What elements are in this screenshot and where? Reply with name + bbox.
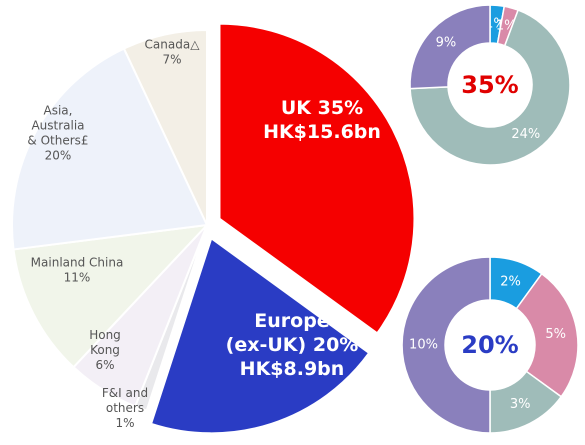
slice-label: HK$15.6bn — [263, 121, 381, 143]
segment-label: 10% — [409, 338, 438, 353]
label-part: 6% — [95, 358, 114, 372]
slice-label: 20% — [45, 148, 72, 162]
slice-label: Europe — [254, 310, 329, 332]
slice-label: Asia, — [44, 103, 73, 117]
slice-label: Australia — [31, 118, 84, 132]
label-part: 20% — [313, 334, 358, 356]
label-part: Europe — [254, 310, 329, 332]
slice-label: HK$8.9bn — [240, 358, 345, 380]
donut-center-label: 20% — [461, 331, 518, 359]
donut-segment — [401, 256, 491, 434]
slice-label: & Others£ — [27, 133, 88, 147]
segment-label: 9% — [436, 35, 457, 50]
donut-segment — [409, 4, 491, 90]
label-part: 20% — [45, 148, 72, 162]
label-part: Kong — [90, 343, 120, 357]
pie-slice — [11, 47, 209, 251]
slice-label: 1% — [115, 416, 134, 430]
label-part: others — [106, 401, 144, 415]
donut-segment — [409, 9, 571, 166]
slice-label: F&I and — [102, 386, 148, 400]
segment-label: 3% — [510, 397, 531, 412]
label-part: Australia — [31, 118, 84, 132]
label-part: UK — [281, 97, 312, 119]
label-part: (ex-UK) — [226, 334, 307, 356]
pie-slice — [12, 223, 210, 369]
segment-label: 24% — [511, 127, 540, 142]
label-part: 35% — [318, 97, 363, 119]
slice-label: Mainland China — [31, 255, 124, 269]
label-part: 1% — [115, 416, 134, 430]
slice-label: others — [106, 401, 144, 415]
segment-label: 5% — [545, 327, 566, 342]
slice-label: 11% — [64, 270, 91, 284]
pie-slice — [122, 28, 208, 226]
donut-segment — [515, 272, 579, 398]
slice-label: UK 35% — [281, 97, 363, 119]
label-part: F&I and — [102, 386, 148, 400]
pie-slice — [218, 22, 416, 335]
label-part: HK$8.9bn — [240, 358, 345, 380]
label-part: HK$15.6bn — [263, 121, 381, 143]
slice-label: Kong — [90, 343, 120, 357]
slice-label: 6% — [95, 358, 114, 372]
donut-center-label: 35% — [461, 71, 518, 99]
slice-label: Canada△ — [145, 37, 201, 51]
label-part: Mainland China — [31, 255, 124, 269]
segment-label: 2% — [500, 274, 521, 289]
slice-label: Hong — [89, 328, 121, 342]
label-part: & Others£ — [27, 133, 88, 147]
pie-slice — [149, 236, 371, 435]
label-part: Hong — [89, 328, 121, 342]
label-part: 7% — [162, 52, 181, 66]
slice-label: 7% — [162, 52, 181, 66]
slice-label: (ex-UK) 20% — [226, 334, 359, 356]
label-part: 11% — [64, 270, 91, 284]
label-part: Asia, — [44, 103, 73, 117]
label-part: Canada△ — [145, 37, 201, 51]
